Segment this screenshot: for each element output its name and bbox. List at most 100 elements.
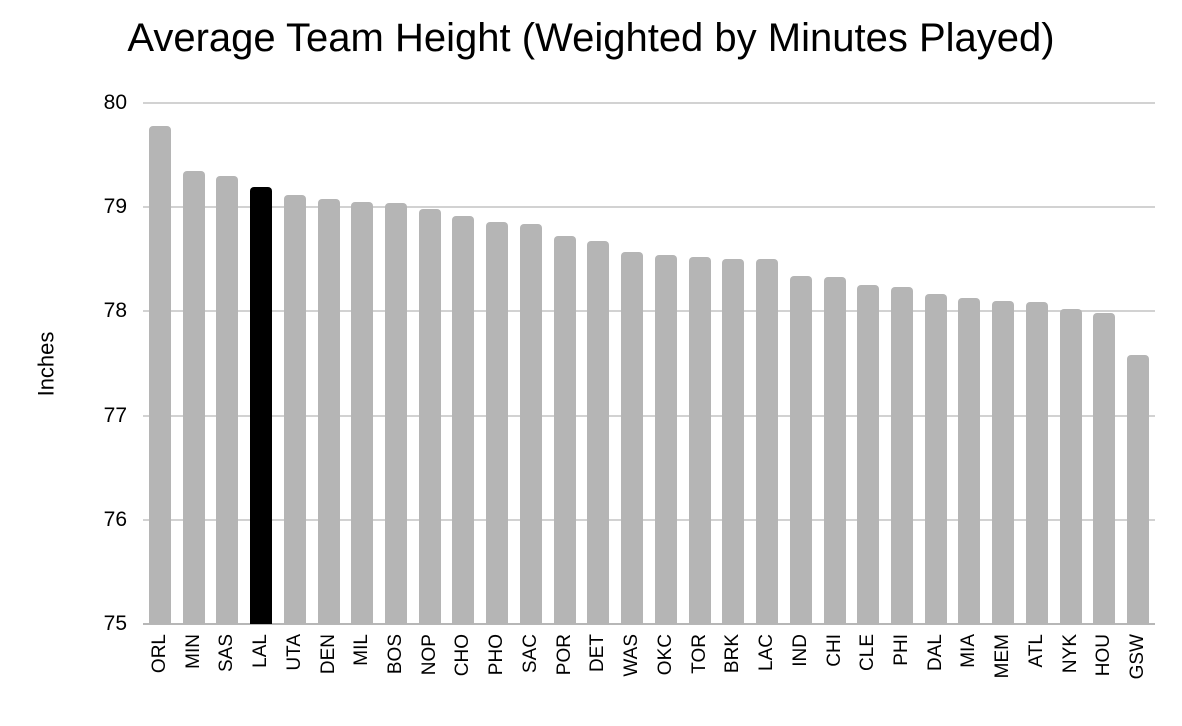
bar [519, 223, 542, 624]
x-tick-label: SAC [519, 634, 541, 674]
bar [385, 203, 407, 624]
x-label-slot: NYK [1054, 634, 1088, 720]
x-label-slot: POR [548, 634, 582, 720]
bar [351, 202, 374, 624]
x-label-slot: TOR [683, 634, 717, 720]
x-tick-label: CLE [857, 634, 879, 671]
x-axis-line [143, 623, 1155, 625]
bar [891, 287, 914, 624]
y-tick-label: 76 [103, 507, 127, 531]
x-tick-label: ORL [148, 634, 170, 674]
bar-slot [514, 103, 548, 624]
bar [1025, 302, 1048, 624]
bar [823, 277, 846, 624]
x-tick-label: UTA [283, 634, 305, 671]
bar-slot [885, 103, 919, 624]
bar-slot [177, 103, 211, 624]
x-label-slot: WAS [615, 634, 649, 720]
bar [688, 257, 711, 624]
x-label-slot: CHI [818, 634, 852, 720]
bar-slot [480, 103, 514, 624]
bar-highlighted [250, 187, 273, 624]
bar-slot [784, 103, 818, 624]
x-label-slot: ATL [1020, 634, 1054, 720]
bar-slot [244, 103, 278, 624]
y-tick-label: 75 [103, 612, 127, 635]
x-label-slot: MIL [345, 634, 379, 720]
bar-slot [143, 103, 177, 624]
x-tick-label: CHI [823, 634, 845, 667]
x-tick-label: DAL [924, 634, 946, 671]
bar-slot [716, 103, 750, 624]
bar [1127, 355, 1150, 624]
bar-slot [582, 103, 616, 624]
bar-slot [986, 103, 1020, 624]
bar [621, 252, 644, 624]
x-tick-label: BRK [722, 634, 744, 674]
x-tick-label: MIA [958, 634, 980, 668]
bar [317, 198, 340, 624]
x-tick-label: NOP [418, 634, 440, 676]
bar [1059, 309, 1082, 624]
y-axis-tick-labels: 75 76 77 78 79 80 [0, 91, 127, 635]
bar [992, 300, 1015, 624]
bar [857, 285, 880, 624]
bar-slot [278, 103, 312, 624]
x-tick-label: HOU [1093, 634, 1115, 677]
x-tick-label: LAC [756, 634, 778, 671]
bar-slot [919, 103, 953, 624]
x-label-slot: MIN [177, 634, 211, 720]
bar [486, 221, 509, 624]
x-label-slot: UTA [278, 634, 312, 720]
chart-title: Average Team Height (Weighted by Minutes… [127, 16, 1055, 60]
x-label-slot: MIA [953, 634, 987, 720]
bar [148, 125, 171, 624]
x-tick-label: DEN [317, 634, 339, 675]
bar [182, 170, 205, 624]
bars [143, 103, 1155, 624]
bar-slot [548, 103, 582, 624]
bar-slot [1121, 103, 1155, 624]
x-label-slot: LAC [750, 634, 784, 720]
gridline [143, 518, 1155, 521]
bar [452, 215, 475, 624]
x-label-slot: DET [582, 634, 616, 720]
y-tick-label: 80 [103, 91, 127, 114]
bar-slot [312, 103, 346, 624]
x-label-slot: BOS [379, 634, 413, 720]
bar-slot [447, 103, 481, 624]
x-tick-label: PHO [486, 634, 508, 676]
bar [216, 175, 239, 624]
gridline [143, 102, 1155, 104]
bar-slot [750, 103, 784, 624]
plot-area [143, 102, 1155, 625]
bar-slot [1020, 103, 1054, 624]
x-label-slot: NOP [413, 634, 447, 720]
x-tick-label: SAS [216, 634, 238, 673]
bar-slot [1054, 103, 1088, 624]
bar [722, 259, 745, 624]
bar [958, 297, 981, 624]
x-tick-label: PHI [891, 634, 913, 666]
bar [654, 255, 677, 624]
x-label-slot: IND [784, 634, 818, 720]
bar-slot [683, 103, 717, 624]
x-label-slot: CLE [851, 634, 885, 720]
bar-slot [379, 103, 413, 624]
x-label-slot: CHO [447, 634, 481, 720]
bar-slot [615, 103, 649, 624]
x-label-slot: BRK [716, 634, 750, 720]
x-label-slot: DEN [312, 634, 346, 720]
y-tick-label: 78 [103, 299, 127, 323]
bar-slot [818, 103, 852, 624]
x-tick-label: OKC [654, 634, 676, 676]
bar-slot [953, 103, 987, 624]
x-tick-label: WAS [621, 634, 643, 677]
x-tick-label: POR [553, 634, 575, 676]
x-axis-tick-labels: ORL MIN SAS LAL UTA DEN MIL BOS NOP CHO PHO SAC POR D… [143, 634, 1155, 720]
x-tick-label: DET [587, 634, 609, 672]
x-label-slot: MEM [986, 634, 1020, 720]
x-tick-label: CHO [452, 634, 474, 677]
x-label-slot: DAL [919, 634, 953, 720]
